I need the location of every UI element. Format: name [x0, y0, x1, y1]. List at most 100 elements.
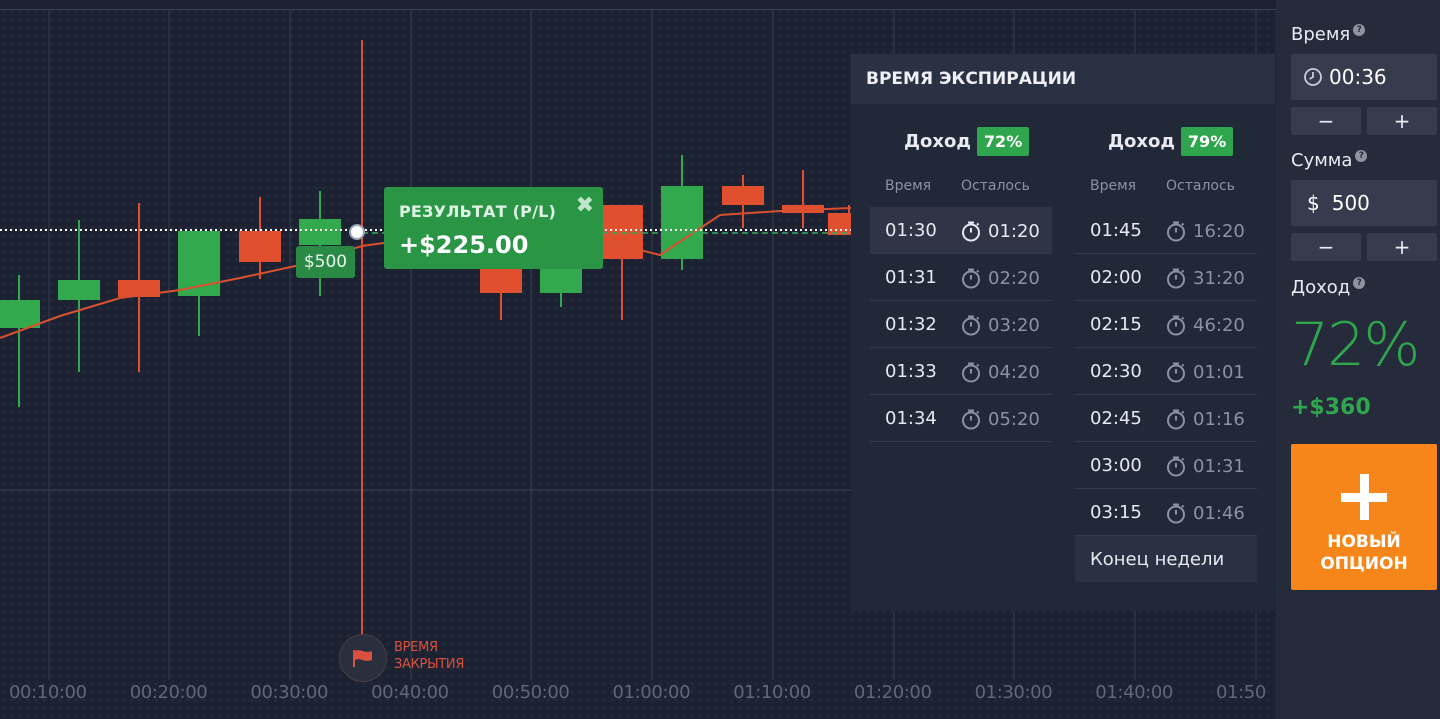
expiration-time: 01:45	[1090, 220, 1142, 241]
new-option-line1: НОВЫЙ	[1327, 532, 1401, 552]
help-icon[interactable]: ?	[1353, 24, 1366, 36]
expiration-row[interactable]: 03:15 01:46	[1075, 489, 1257, 536]
time-axis-label: 01:40:00	[1095, 682, 1173, 703]
expiration-title: ВРЕМЯ ЭКСПИРАЦИИ	[866, 69, 1077, 89]
remaining-time: 01:20	[960, 220, 1040, 242]
new-option-line2: ОПЦИОН	[1320, 554, 1408, 574]
column-header-left: Осталось	[961, 178, 1030, 194]
expiration-row[interactable]: 01:30 01:20	[870, 207, 1052, 254]
new-option-label: НОВЫЙ ОПЦИОН	[1291, 531, 1437, 575]
stopwatch-icon	[1167, 503, 1185, 524]
remaining-value: 16:20	[1193, 220, 1245, 242]
stopwatch-icon	[1167, 268, 1185, 289]
amount-label-text: Сумма	[1291, 150, 1353, 171]
remaining-value: 02:20	[988, 267, 1040, 289]
expiration-header: ВРЕМЯ ЭКСПИРАЦИИ	[851, 54, 1275, 104]
remaining-time: 46:20	[1165, 314, 1245, 336]
remaining-value: 01:01	[1193, 361, 1245, 383]
remaining-time: 01:16	[1165, 408, 1245, 430]
remaining-value: 01:31	[1193, 455, 1245, 477]
flag-icon	[353, 650, 372, 667]
remaining-time: 05:20	[960, 408, 1040, 430]
close-icon[interactable]: ✖	[575, 193, 594, 218]
result-value: +$225.00	[399, 231, 529, 259]
close-label-line2: ЗАКРЫТИЯ	[394, 657, 465, 672]
expiration-time: 02:45	[1090, 408, 1142, 429]
expiration-row[interactable]: 02:45 01:16	[1075, 395, 1257, 442]
time-increase-button[interactable]: +	[1367, 107, 1437, 135]
expiration-row[interactable]: 01:31 02:20	[870, 254, 1052, 301]
time-axis-label: 01:00:00	[612, 682, 691, 703]
candle-body	[601, 205, 643, 259]
expiration-row[interactable]: 02:30 01:01	[1075, 348, 1257, 395]
stopwatch-icon	[1167, 221, 1185, 242]
expiration-time: 03:15	[1090, 502, 1142, 523]
remaining-value: 05:20	[988, 408, 1040, 430]
help-icon[interactable]: ?	[1355, 150, 1368, 162]
help-icon[interactable]: ?	[1353, 277, 1366, 289]
expiration-row[interactable]: 01:33 04:20	[870, 348, 1052, 395]
time-axis-label: 00:10:00	[9, 682, 87, 703]
candle-body	[661, 186, 703, 259]
entry-point[interactable]	[349, 224, 365, 240]
expiration-row[interactable]: 01:32 03:20	[870, 301, 1052, 348]
expiration-time: 02:15	[1090, 314, 1142, 335]
stopwatch-icon	[962, 221, 980, 242]
remaining-time: 31:20	[1165, 267, 1245, 289]
expiration-row[interactable]: 01:34 05:20	[870, 395, 1052, 442]
remaining-time: 01:31	[1165, 455, 1245, 477]
income-label: Доход	[904, 130, 971, 152]
remaining-value: 03:20	[988, 314, 1040, 336]
column-header-left: Осталось	[1166, 178, 1235, 194]
remaining-time: 01:46	[1165, 502, 1245, 524]
amount-increase-button[interactable]: +	[1367, 233, 1437, 261]
plus-icon	[1341, 474, 1387, 520]
result-card: РЕЗУЛЬТАТ (P/L) +$225.00 ✖	[384, 187, 603, 269]
result-title: РЕЗУЛЬТАТ (P/L)	[399, 202, 557, 221]
close-time-label: ВРЕМЯ ЗАКРЫТИЯ	[394, 639, 464, 673]
remaining-time: 04:20	[960, 361, 1040, 383]
expiration-time: 01:33	[885, 361, 937, 382]
candle-body	[782, 205, 824, 213]
remaining-value: 01:20	[988, 220, 1040, 242]
remaining-time: 02:20	[960, 267, 1040, 289]
time-axis-label: 01:20:00	[853, 682, 932, 703]
price-tag: $500	[296, 246, 355, 278]
amount-value: 500	[1331, 191, 1370, 215]
end-of-week-option[interactable]: Конец недели	[1075, 536, 1257, 582]
candle-body	[0, 300, 40, 328]
remaining-time: 01:01	[1165, 361, 1245, 383]
amount-decrease-button[interactable]: −	[1291, 233, 1361, 261]
time-input[interactable]: 00:36	[1291, 54, 1437, 100]
time-label-text: Время	[1291, 24, 1351, 45]
candle-body	[239, 231, 281, 262]
expiration-panel: ВРЕМЯ ЭКСПИРАЦИИ Доход 72% Время Осталос…	[851, 54, 1275, 611]
clock-icon	[1304, 68, 1322, 86]
stopwatch-icon	[1167, 315, 1185, 336]
new-option-button[interactable]: НОВЫЙ ОПЦИОН	[1291, 444, 1437, 590]
amount-input[interactable]: $ 500	[1291, 180, 1437, 226]
expiration-time: 02:30	[1090, 361, 1142, 382]
chart-area[interactable]: $500 РЕЗУЛЬТАТ (P/L) +$225.00 ✖ ВРЕМЯ ЗА…	[0, 0, 1276, 719]
expiration-row[interactable]: 01:45 16:20	[1075, 207, 1257, 254]
remaining-time: 03:20	[960, 314, 1040, 336]
time-axis-label: 00:30:00	[250, 682, 329, 703]
expiration-row[interactable]: 02:00 31:20	[1075, 254, 1257, 301]
remaining-value: 46:20	[1193, 314, 1245, 336]
remaining-time: 16:20	[1165, 220, 1245, 242]
time-axis-label: 01:10:00	[733, 682, 811, 703]
close-time-marker[interactable]	[339, 634, 387, 682]
income-label-text: Доход	[1291, 277, 1351, 298]
income-header: Доход 72%	[904, 124, 1030, 158]
time-decrease-button[interactable]: −	[1291, 107, 1361, 135]
expiration-time: 03:00	[1090, 455, 1142, 476]
expiration-time: 01:34	[885, 408, 937, 429]
end-of-week-label: Конец недели	[1090, 549, 1225, 570]
remaining-value: 31:20	[1193, 267, 1245, 289]
stopwatch-icon	[1167, 362, 1185, 383]
expiration-row[interactable]: 03:00 01:31	[1075, 442, 1257, 489]
time-axis-label: 01:30:00	[974, 682, 1053, 703]
stopwatch-icon	[1167, 456, 1185, 477]
expiration-time: 02:00	[1090, 267, 1142, 288]
expiration-row[interactable]: 02:15 46:20	[1075, 301, 1257, 348]
